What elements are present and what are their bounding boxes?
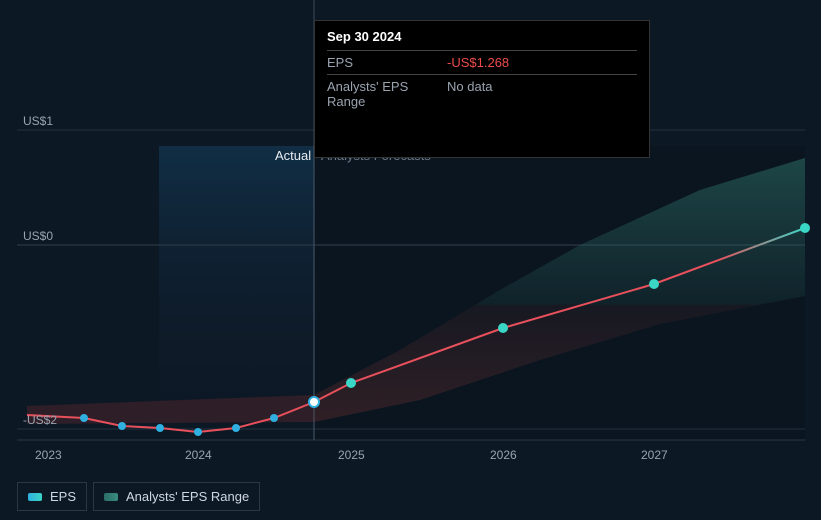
legend-swatch-icon: [104, 493, 118, 501]
legend-label: Analysts' EPS Range: [126, 489, 249, 504]
y-tick-label: -US$2: [23, 413, 57, 427]
legend-item-eps[interactable]: EPS: [17, 482, 87, 511]
tooltip-row-value: No data: [447, 79, 493, 109]
tooltip-row-label: Analysts' EPS Range: [327, 79, 447, 109]
hover-tooltip: Sep 30 2024 EPS -US$1.268 Analysts' EPS …: [314, 20, 650, 158]
x-tick-label: 2023: [35, 448, 62, 462]
eps-chart: US$1 US$0 -US$2 2023 2024 2025 2026 2027…: [0, 0, 821, 520]
legend: EPS Analysts' EPS Range: [17, 482, 260, 511]
y-tick-label: US$0: [23, 229, 53, 243]
legend-label: EPS: [50, 489, 76, 504]
region-label-actual: Actual: [275, 148, 311, 163]
x-tick-label: 2026: [490, 448, 517, 462]
legend-swatch-icon: [28, 493, 42, 501]
tooltip-row-value: -US$1.268: [447, 55, 509, 70]
x-tick-label: 2025: [338, 448, 365, 462]
x-tick-label: 2024: [185, 448, 212, 462]
tooltip-date: Sep 30 2024: [327, 29, 637, 51]
legend-item-range[interactable]: Analysts' EPS Range: [93, 482, 260, 511]
tooltip-row-label: EPS: [327, 55, 447, 70]
x-tick-label: 2027: [641, 448, 668, 462]
y-tick-label: US$1: [23, 114, 53, 128]
